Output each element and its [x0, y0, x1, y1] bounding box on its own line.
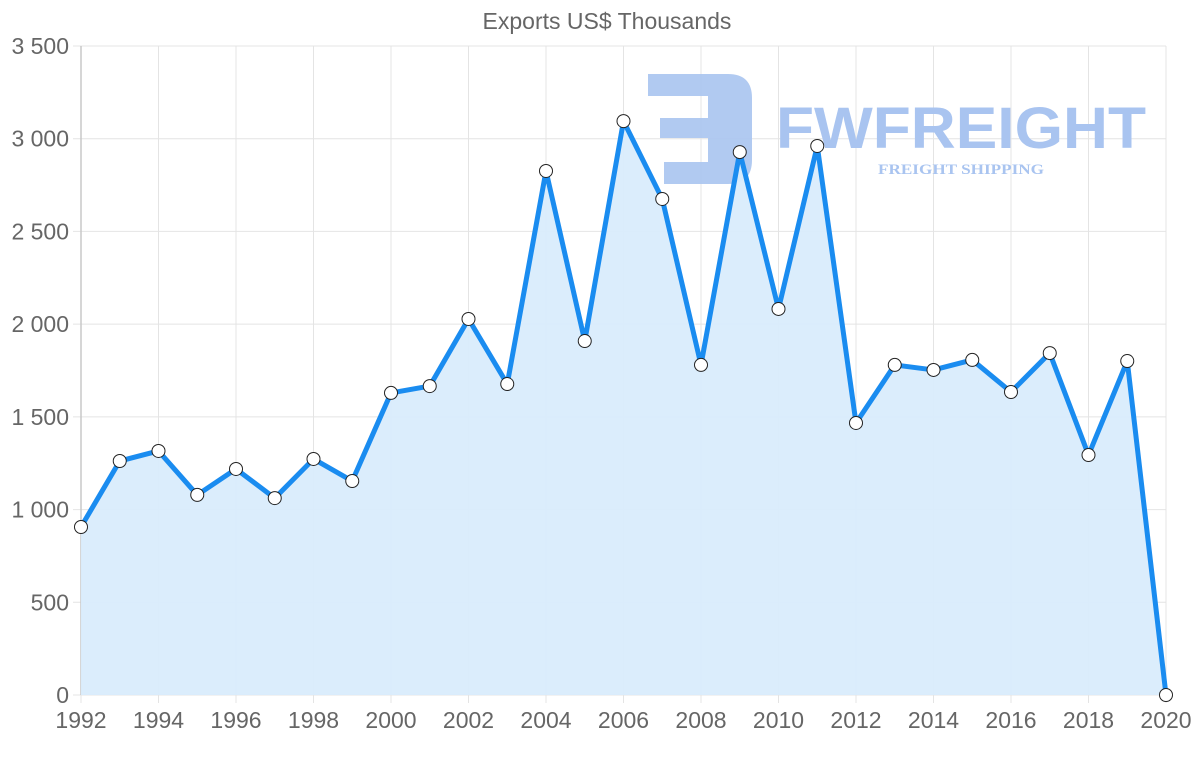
data-point-2005[interactable] [577, 334, 592, 349]
data-point-2000[interactable] [384, 385, 398, 400]
y-tick-label: 1 000 [11, 497, 69, 523]
y-tick-label: 2 500 [11, 218, 69, 244]
data-point-2010[interactable] [771, 301, 786, 316]
x-tick-label: 1996 [210, 707, 261, 733]
logo-mark-icon [648, 74, 752, 184]
data-point-2004[interactable] [539, 163, 553, 178]
chart-title: Exports US$ Thousands [482, 8, 732, 34]
x-tick-label: 2020 [1140, 707, 1191, 733]
data-point-1996[interactable] [229, 461, 243, 476]
area-fill [81, 121, 1166, 695]
y-tick-label: 2 000 [11, 311, 69, 337]
watermark-logo: FWFREIGHT FREIGHT SHIPPING [648, 74, 1146, 184]
data-point-1999[interactable] [345, 474, 360, 489]
data-point-2002[interactable] [461, 311, 476, 326]
data-point-2009[interactable] [732, 145, 747, 160]
x-tick-label: 2018 [1063, 707, 1114, 733]
data-point-1992[interactable] [74, 520, 88, 535]
x-tick-label: 2012 [830, 707, 881, 733]
x-tick-label: 2008 [675, 707, 726, 733]
x-axis-labels: 1992 1994 1996 1998 2000 2002 2004 2006 2008 2010… [55, 707, 1191, 733]
data-point-2006[interactable] [616, 114, 631, 129]
y-axis-labels: 0 500 1 000 1 500 2 000 2 500 3 000 3 500 [11, 33, 69, 708]
y-tick-label: 3 500 [11, 33, 69, 59]
x-tick-label: 2014 [908, 707, 959, 733]
y-tick-label: 3 000 [11, 126, 69, 152]
data-point-2001[interactable] [422, 379, 437, 394]
x-tick-label: 2004 [520, 707, 571, 733]
x-tick-label: 1994 [133, 707, 184, 733]
data-point-2013[interactable] [887, 357, 902, 372]
data-point-1993[interactable] [112, 453, 127, 468]
x-tick-label: 2000 [365, 707, 416, 733]
x-tick-label: 2010 [753, 707, 804, 733]
data-point-1998[interactable] [306, 451, 321, 466]
data-point-1994[interactable] [151, 443, 166, 458]
data-point-2018[interactable] [1081, 448, 1096, 463]
watermark-tagline: FREIGHT SHIPPING [878, 162, 1044, 178]
data-point-2011[interactable] [810, 138, 825, 153]
data-point-2012[interactable] [849, 415, 863, 430]
x-tick-label: 1998 [288, 707, 339, 733]
data-point-2020[interactable] [1159, 688, 1173, 702]
data-point-2016[interactable] [1004, 385, 1018, 400]
x-tick-label: 1992 [55, 707, 106, 733]
x-tick-label: 2006 [598, 707, 649, 733]
y-tick-label: 0 [56, 682, 69, 708]
data-point-2017[interactable] [1042, 346, 1057, 361]
x-tick-label: 2016 [985, 707, 1036, 733]
data-point-1997[interactable] [267, 491, 282, 506]
data-point-2003[interactable] [500, 377, 515, 392]
data-point-2019[interactable] [1120, 354, 1135, 369]
data-point-2014[interactable] [926, 362, 941, 377]
x-tick-label: 2002 [443, 707, 494, 733]
y-tick-label: 500 [31, 589, 69, 615]
data-point-1995[interactable] [190, 487, 205, 502]
data-point-2015[interactable] [965, 352, 980, 367]
watermark-brand: FWFREIGHT [776, 96, 1146, 161]
data-points [74, 114, 1173, 702]
data-point-2008[interactable] [694, 357, 708, 372]
y-tick-label: 1 500 [11, 404, 69, 430]
data-point-2007[interactable] [655, 191, 670, 206]
